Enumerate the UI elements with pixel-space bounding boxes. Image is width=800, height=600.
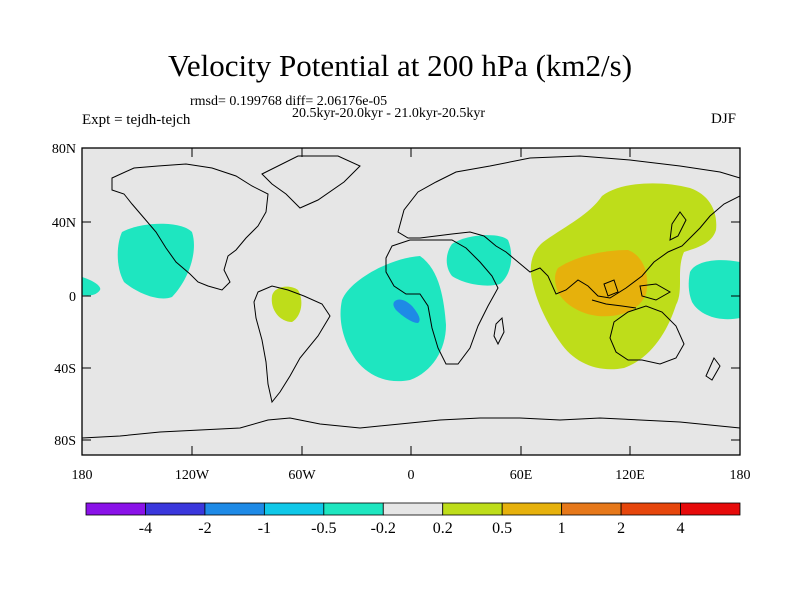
lat-label-80n: 80N [52, 142, 76, 157]
region-indonesia-core [555, 250, 648, 317]
region-south-america-positive [271, 286, 302, 322]
rmsd-diff-stats: rmsd= 0.199768 diff= 2.06176e-05 [190, 94, 388, 109]
colorbar [85, 502, 741, 516]
colorbar-swatch-3 [263, 502, 325, 516]
coast-north-america [111, 163, 269, 291]
colorbar-label-7: 1 [558, 520, 566, 537]
lat-label-0: 0 [69, 290, 76, 305]
lat-label-40s: 40S [54, 362, 76, 377]
lon-label-120w: 120W [175, 468, 210, 483]
colorbar-label-8: 2 [617, 520, 625, 537]
coast-eurasia [397, 155, 741, 299]
lat-ticks [82, 147, 740, 441]
region-atlantic-negative [340, 256, 446, 382]
lat-tick-labels: 80N 40N 0 40S 80S [52, 142, 76, 449]
lon-label-60w: 60W [288, 468, 316, 483]
colorbar-labels: -4 -2 -1 -0.5 -0.2 0.2 0.5 1 2 4 [139, 520, 685, 537]
experiment-label: Expt = tejdh-tejch [82, 112, 191, 128]
coast-antarctica [81, 417, 741, 439]
coast-australia [609, 305, 685, 365]
coast-africa [385, 239, 499, 365]
colorbar-label-5: 0.2 [433, 520, 453, 537]
region-north-america-negative [117, 223, 194, 299]
lon-label-180w: 180 [72, 468, 93, 483]
coast-japan [669, 211, 687, 241]
colorbar-label-0: -4 [139, 520, 152, 537]
colorbar-swatch-2 [204, 502, 265, 516]
coast-south-america [253, 285, 331, 404]
season-label: DJF [711, 111, 737, 127]
contour-fills [82, 183, 740, 382]
lat-label-80s: 80S [54, 434, 76, 449]
colorbar-label-4: -0.2 [371, 520, 396, 537]
region-atlantic-core [393, 299, 420, 323]
colorbar-swatch-1 [145, 502, 206, 516]
colorbar-label-9: 4 [677, 520, 685, 537]
coastlines [81, 155, 741, 439]
lon-label-120e: 120E [615, 468, 645, 483]
colorbar-label-3: -0.5 [311, 520, 336, 537]
coast-greenland [261, 155, 361, 209]
coast-indonesia [591, 279, 672, 309]
colorbar-swatch-0 [85, 502, 146, 516]
colorbar-swatch-10 [680, 502, 741, 516]
colorbar-swatch-5 [382, 502, 444, 516]
colorbar-label-1: -2 [198, 520, 211, 537]
lon-ticks [81, 148, 741, 455]
lon-label-60e: 60E [510, 468, 533, 483]
colorbar-swatch-4 [323, 502, 384, 516]
lon-label-0: 0 [408, 468, 415, 483]
period-subtitle: 20.5kyr-20.0kyr - 21.0kyr-20.5kyr [292, 106, 486, 121]
colorbar-label-6: 0.5 [492, 520, 512, 537]
colorbar-swatch-9 [620, 502, 681, 516]
lon-label-180e: 180 [730, 468, 751, 483]
region-pacific-east-negative [82, 277, 101, 296]
colorbar-swatch-6 [442, 502, 503, 516]
coast-madagascar [493, 316, 505, 346]
lon-tick-labels: 180 120W 60W 0 60E 120E 180 [72, 468, 751, 483]
map-title: Velocity Potential at 200 hPa (km2/s) [167, 48, 633, 83]
colorbar-swatch-7 [501, 502, 563, 516]
lat-label-40n: 40N [52, 216, 76, 231]
colorbar-swatch-8 [561, 502, 622, 516]
coast-new-zealand [705, 357, 721, 381]
colorbar-label-2: -1 [258, 520, 271, 537]
region-central-pacific-negative [688, 260, 740, 320]
